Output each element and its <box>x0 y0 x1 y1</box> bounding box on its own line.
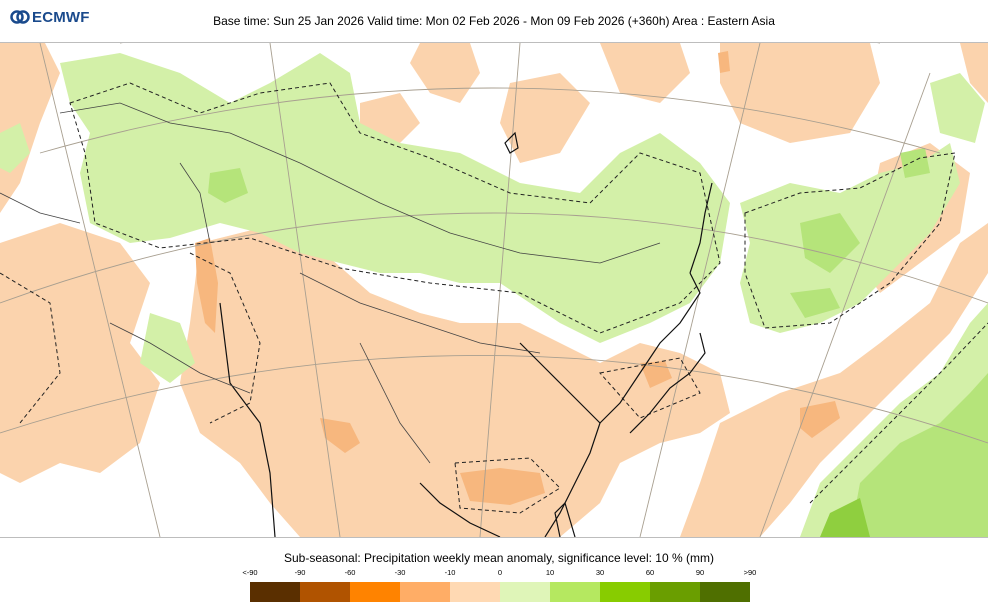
legend-swatch <box>550 582 600 602</box>
page-title: Base time: Sun 25 Jan 2026 Valid time: M… <box>0 14 988 28</box>
legend-swatch <box>300 582 350 602</box>
legend-swatch <box>700 582 750 602</box>
legend-tick-label: 10 <box>545 568 555 577</box>
legend-tick-label: 90 <box>695 568 705 577</box>
legend-tick-label: -30 <box>394 568 406 577</box>
coastlines <box>219 131 713 537</box>
legend-swatch <box>600 582 650 602</box>
legend-tick-label: -60 <box>344 568 356 577</box>
legend-tick-label: <-90 <box>242 568 258 577</box>
legend-tick-label: -10 <box>444 568 456 577</box>
ecmwf-logo-icon <box>10 10 30 24</box>
legend-swatch <box>400 582 450 602</box>
legend-tick-label: 0 <box>497 568 503 577</box>
legend-swatch <box>250 582 300 602</box>
legend-swatch <box>450 582 500 602</box>
legend-swatch <box>500 582 550 602</box>
legend-tick-label: 30 <box>595 568 605 577</box>
ecmwf-logo: ECMWF <box>10 8 90 26</box>
precipitation-anomaly-map <box>0 42 988 538</box>
legend-tick-label: 60 <box>645 568 655 577</box>
legend-tick-label: -90 <box>294 568 306 577</box>
legend-tick-label: >90 <box>743 568 757 577</box>
significance-contours <box>0 82 988 514</box>
strong-dry-areas <box>195 51 840 505</box>
graticule <box>0 43 988 537</box>
legend-swatch <box>350 582 400 602</box>
header-title: Base time: Sun 25 Jan 2026 Valid time: M… <box>213 14 775 28</box>
logo-text: ECMWF <box>32 8 90 26</box>
country-borders <box>0 102 661 464</box>
legend-title: Sub-seasonal: Precipitation weekly mean … <box>284 551 714 565</box>
legend-swatch <box>650 582 700 602</box>
map-canvas <box>0 43 988 537</box>
color-legend: <-90 -90 -60 -30 -10 0 10 30 60 90 >90 <box>242 568 756 604</box>
